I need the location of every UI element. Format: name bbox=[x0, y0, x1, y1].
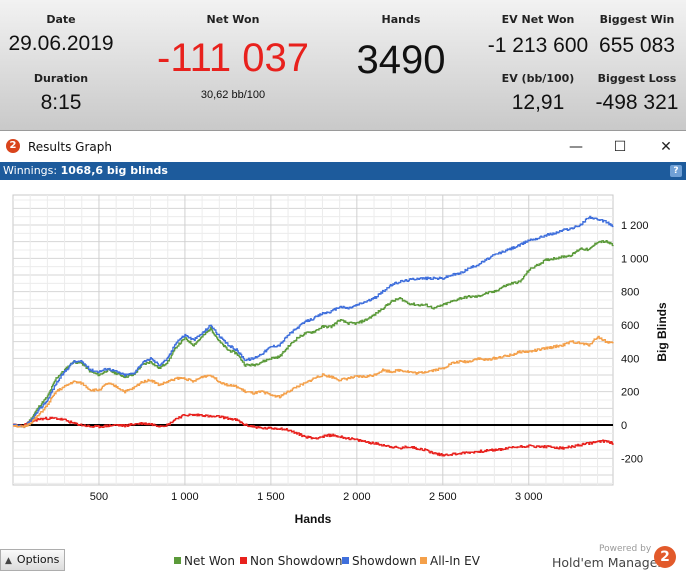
window-title: Results Graph bbox=[28, 140, 112, 154]
biggest-loss-label: Biggest Loss bbox=[597, 72, 677, 85]
duration-label: Duration bbox=[33, 72, 89, 85]
help-icon[interactable]: ? bbox=[670, 165, 682, 177]
winnings-label: Winnings: bbox=[3, 164, 58, 177]
holdem-manager-icon: 2 bbox=[6, 139, 20, 153]
legend-swatch bbox=[174, 557, 181, 564]
maximize-button[interactable]: ☐ bbox=[613, 139, 627, 155]
legend-swatch bbox=[240, 557, 247, 564]
x-axis-label: Hands bbox=[295, 512, 332, 526]
biggest-win-label: Biggest Win bbox=[599, 13, 675, 26]
x-tick-label: 3 000 bbox=[515, 491, 543, 503]
x-tick-label: 2 500 bbox=[429, 491, 457, 503]
biggest-win-value: 655 083 bbox=[599, 34, 675, 57]
brand-name: Hold'em Manager bbox=[552, 555, 663, 570]
y-tick-label: 0 bbox=[621, 420, 627, 432]
chart-series bbox=[13, 215, 614, 457]
y-axis-label: Big Blinds bbox=[655, 302, 669, 362]
chart-gridlines bbox=[12, 194, 614, 486]
powered-by-text: Powered by bbox=[599, 544, 652, 554]
ev-bb100-value: 12,91 bbox=[511, 91, 565, 114]
plot-area bbox=[12, 194, 614, 486]
minimize-button[interactable]: — bbox=[569, 139, 583, 155]
holdem-manager-logo: 2 bbox=[654, 546, 676, 568]
net-won-bb100: 30,62 bb/100 bbox=[200, 89, 266, 101]
x-tick-label: 500 bbox=[90, 491, 108, 503]
ev-net-won-value: -1 213 600 bbox=[487, 34, 589, 57]
hands-value: 3490 bbox=[356, 38, 446, 82]
legend-label: All-In EV bbox=[430, 554, 480, 568]
winnings-bar: Winnings: 1068,6 big blinds ? bbox=[0, 162, 686, 180]
legend-label: Showdown bbox=[352, 554, 417, 568]
y-tick-label: 400 bbox=[621, 353, 639, 365]
legend-net-won[interactable]: Net Won bbox=[174, 554, 235, 568]
legend-non-showdown[interactable]: Non Showdown bbox=[240, 554, 343, 568]
x-tick-label: 2 000 bbox=[343, 491, 371, 503]
biggest-loss-value: -498 321 bbox=[595, 91, 679, 114]
y-tick-label: 1 000 bbox=[621, 253, 649, 265]
results-graph: 500 1 000 1 500 2 000 2 500 3 000 -200 0 200 400 6… bbox=[12, 194, 669, 526]
hands-label: Hands bbox=[381, 13, 421, 26]
y-tick-label: 200 bbox=[621, 387, 639, 399]
chart-tick-labels: 500 1 000 1 500 2 000 2 500 3 000 -200 0 200 400 6… bbox=[90, 220, 649, 503]
legend-all-in-ev[interactable]: All-In EV bbox=[420, 554, 480, 568]
stats-panel: Date 29.06.2019 Duration 8:15 Net Won -1… bbox=[0, 0, 686, 131]
y-tick-label: -200 bbox=[621, 453, 643, 465]
close-button[interactable]: ✕ bbox=[660, 139, 672, 155]
y-tick-label: 1 200 bbox=[621, 220, 649, 232]
options-button[interactable]: ▲ Options bbox=[0, 549, 65, 571]
date-value: 29.06.2019 bbox=[8, 32, 114, 55]
bottom-bar: ▲ Options Net Won Non Showdown Showdown A… bbox=[0, 544, 686, 573]
legend-label: Net Won bbox=[184, 554, 235, 568]
series-line-non-showdown bbox=[13, 413, 614, 457]
series-line-showdown bbox=[13, 215, 614, 429]
net-won-label: Net Won bbox=[206, 13, 260, 26]
duration-value: 8:15 bbox=[40, 91, 82, 114]
winnings-value: 1068,6 big blinds bbox=[60, 164, 168, 177]
legend-showdown[interactable]: Showdown bbox=[342, 554, 417, 568]
x-tick-label: 1 000 bbox=[171, 491, 199, 503]
x-tick-label: 1 500 bbox=[257, 491, 285, 503]
series-line-net-won bbox=[13, 239, 614, 428]
legend-swatch bbox=[342, 557, 349, 564]
date-label: Date bbox=[46, 13, 76, 26]
series-line-all-in-ev bbox=[13, 335, 614, 428]
y-tick-label: 800 bbox=[621, 287, 639, 299]
y-tick-label: 600 bbox=[621, 320, 639, 332]
triangle-up-icon: ▲ bbox=[5, 556, 12, 566]
ev-bb100-label: EV (bb/100) bbox=[501, 72, 575, 85]
net-won-value: -111 037 bbox=[157, 36, 309, 80]
legend-swatch bbox=[420, 557, 427, 564]
ev-net-won-label: EV Net Won bbox=[501, 13, 575, 26]
legend-label: Non Showdown bbox=[250, 554, 343, 568]
window-titlebar: 2 Results Graph — ☐ ✕ bbox=[0, 132, 686, 161]
options-label: Options bbox=[16, 553, 60, 566]
